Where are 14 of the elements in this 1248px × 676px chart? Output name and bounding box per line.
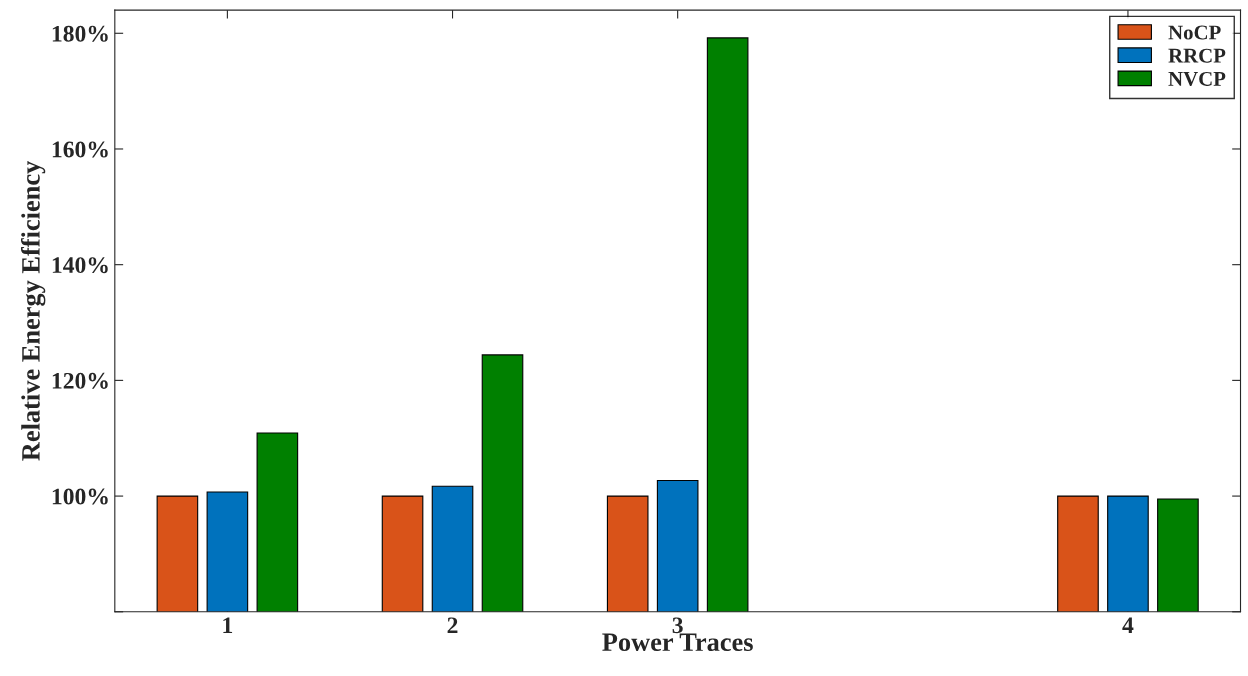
- x-tick-label: 3: [672, 617, 683, 634]
- legend-label: NoCP: [1168, 25, 1221, 40]
- y-tick-label: 160%: [52, 141, 108, 158]
- y-tick-label: 140%: [52, 257, 108, 274]
- x-tick-label: 2: [447, 617, 458, 634]
- y-tick-label: 180%: [52, 25, 108, 42]
- legend-label: RRCP: [1168, 48, 1226, 63]
- y-axis-title: Relative Energy Efficiency: [20, 160, 46, 461]
- y-tick-label: 120%: [52, 372, 108, 389]
- y-tick-label: 100%: [52, 488, 108, 505]
- x-tick-label: 4: [1122, 617, 1134, 634]
- x-axis-title: Power Traces: [602, 633, 753, 652]
- legend-label: NVCP: [1168, 71, 1226, 86]
- x-tick-label: 1: [223, 617, 233, 634]
